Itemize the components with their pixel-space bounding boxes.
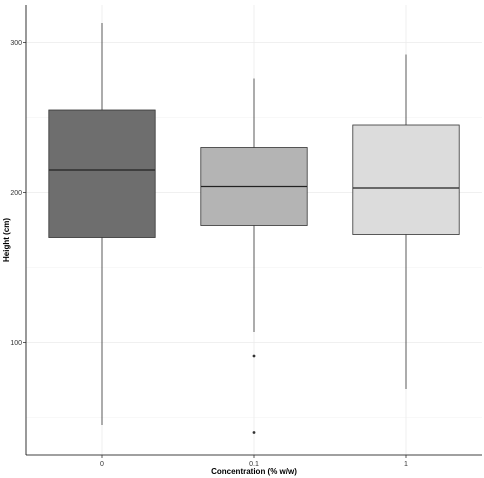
outlier-point bbox=[252, 354, 256, 358]
box-0 bbox=[48, 109, 156, 238]
y-axis-title: Height (cm) bbox=[2, 218, 11, 262]
x-tick-label: 0.1 bbox=[249, 461, 259, 468]
y-tick-label: 200 bbox=[10, 190, 22, 197]
axis-layer: 100 200 300 0 0.1 1 bbox=[10, 5, 482, 468]
outlier-point bbox=[252, 431, 256, 434]
x-tick-label: 1 bbox=[404, 461, 408, 468]
y-tick-label: 300 bbox=[10, 40, 22, 47]
box-layer bbox=[48, 23, 460, 434]
x-tick-label: 0 bbox=[100, 461, 104, 468]
x-axis-title: Concentration (% w/w) bbox=[211, 467, 297, 476]
y-tick-label: 100 bbox=[10, 340, 22, 347]
box-1 bbox=[352, 124, 460, 235]
